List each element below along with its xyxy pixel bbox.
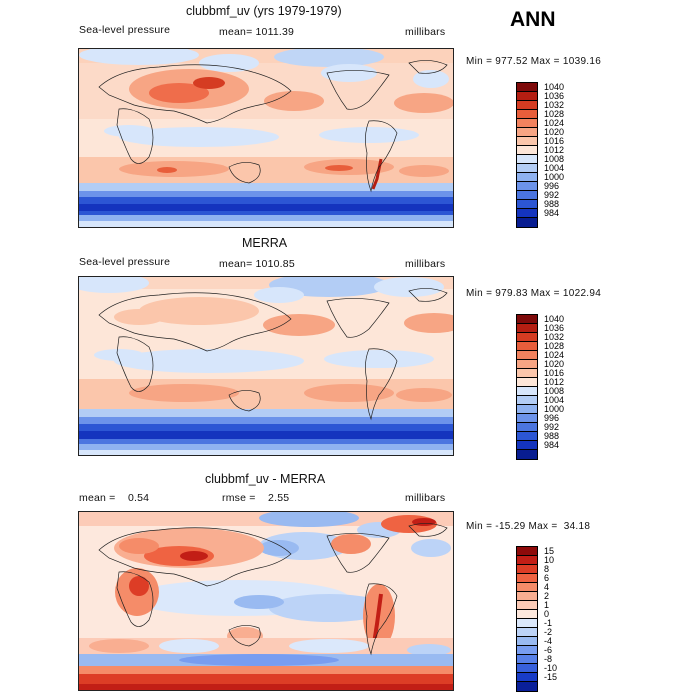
colorbar-tick-label: 2 — [544, 591, 550, 601]
colorbar-tick-label: -2 — [544, 627, 553, 637]
panel2-mean-label: mean= 1010.85 — [219, 258, 295, 270]
colorbar-swatch — [516, 681, 538, 692]
colorbar-tick-label: 1004 — [544, 395, 565, 405]
colorbar-tick-label: 1032 — [544, 332, 565, 342]
colorbar-tick-label: 1012 — [544, 377, 565, 387]
panel3-title: clubbmf_uv - MERRA — [205, 472, 326, 486]
colorbar-tick-label: -15 — [544, 672, 558, 682]
colorbar-tick-label: -6 — [544, 645, 553, 655]
panel1-field-label: Sea-level pressure — [79, 24, 171, 36]
colorbar-tick-label: -1 — [544, 618, 553, 628]
colorbar-tick-label: 1028 — [544, 341, 565, 351]
colorbar-tick-label: 996 — [544, 413, 560, 423]
colorbar-tick-label: -10 — [544, 663, 558, 673]
colorbar-tick-label: 1040 — [544, 314, 565, 324]
panel2-units-label: millibars — [405, 258, 446, 270]
colorbar-tick-label: 1028 — [544, 109, 565, 119]
colorbar-tick-label: 0 — [544, 609, 550, 619]
colorbar-tick-label: -4 — [544, 636, 553, 646]
panel3-units-label: millibars — [405, 492, 446, 504]
colorbar-tick-label: 1004 — [544, 163, 565, 173]
colorbar-tick-label: 984 — [544, 440, 560, 450]
colorbar-swatch — [516, 449, 538, 460]
panel2-title: MERRA — [242, 236, 288, 250]
colorbar-tick-label: 1020 — [544, 359, 565, 369]
colorbar-tick-label: 988 — [544, 199, 560, 209]
panel1-title: clubbmf_uv (yrs 1979-1979) — [186, 4, 342, 18]
panel1-map — [78, 48, 454, 228]
colorbar-tick-label: 1008 — [544, 386, 565, 396]
colorbar-tick-label: 1 — [544, 600, 550, 610]
colorbar-swatch — [516, 217, 538, 228]
colorbar-tick-label: 1000 — [544, 172, 565, 182]
colorbar-tick-label: 996 — [544, 181, 560, 191]
colorbar-tick-label: 1000 — [544, 404, 565, 414]
colorbar-tick-label: 1012 — [544, 145, 565, 155]
panel3-map — [78, 511, 454, 691]
panel1-mean-label: mean= 1011.39 — [219, 26, 295, 38]
colorbar-tick-label: 8 — [544, 564, 550, 574]
colorbar-tick-label: 10 — [544, 555, 555, 565]
season-label: ANN — [510, 8, 556, 31]
colorbar-tick-label: 1036 — [544, 323, 565, 333]
colorbar-tick-label: -8 — [544, 654, 553, 664]
panel1-minmax: Min = 977.52 Max = 1039.16 — [466, 56, 602, 67]
colorbar-tick-label: 1016 — [544, 368, 565, 378]
colorbar-tick-label: 6 — [544, 573, 550, 583]
colorbar-tick-label: 988 — [544, 431, 560, 441]
colorbar-tick-label: 4 — [544, 582, 550, 592]
colorbar-tick-label: 1036 — [544, 91, 565, 101]
colorbar-tick-label: 1040 — [544, 82, 565, 92]
colorbar-tick-label: 15 — [544, 546, 555, 556]
panel3-mean-label: mean = 0.54 — [79, 492, 150, 504]
colorbar-tick-label: 1020 — [544, 127, 565, 137]
panel3-rmse-label: rmse = 2.55 — [222, 492, 290, 504]
panel3-minmax: Min = -15.29 Max = 34.18 — [466, 521, 591, 532]
colorbar-tick-label: 1008 — [544, 154, 565, 164]
panel2-minmax: Min = 979.83 Max = 1022.94 — [466, 288, 602, 299]
colorbar-tick-label: 1032 — [544, 100, 565, 110]
colorbar-tick-label: 992 — [544, 190, 560, 200]
panel1-units-label: millibars — [405, 26, 446, 38]
colorbar-tick-label: 1016 — [544, 136, 565, 146]
colorbar-tick-label: 1024 — [544, 350, 565, 360]
colorbar-tick-label: 992 — [544, 422, 560, 432]
colorbar-tick-label: 984 — [544, 208, 560, 218]
colorbar-tick-label: 1024 — [544, 118, 565, 128]
panel2-map — [78, 276, 454, 456]
panel2-field-label: Sea-level pressure — [79, 256, 171, 268]
